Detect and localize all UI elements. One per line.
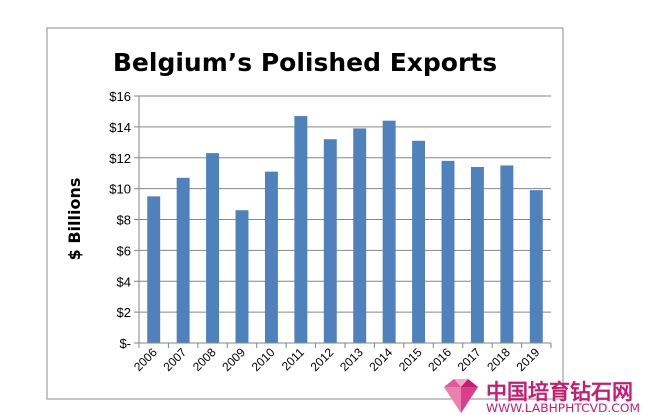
watermark: 中国培育钻石网 WWW.LABHPHTCVD.COM: [444, 379, 640, 415]
bar-2012: [323, 139, 337, 343]
y-tick-label: $2: [117, 305, 131, 320]
y-tick-label: $-: [119, 336, 131, 351]
watermark-url: WWW.LABHPHTCVD.COM: [486, 401, 640, 415]
y-tick-label: $16: [109, 89, 131, 104]
bar-2016: [441, 160, 455, 343]
y-tick-label: $4: [117, 274, 131, 289]
y-axis-ticks: $- $2 $4 $6 $8 $10 $12 $14 $16: [109, 89, 139, 351]
y-tick-label: $12: [109, 151, 131, 166]
bars: [147, 116, 543, 343]
bar-2015: [412, 140, 426, 343]
bar-2007: [176, 177, 190, 343]
bar-2014: [382, 120, 396, 343]
bar-2008: [206, 153, 220, 343]
bar-2019: [529, 190, 543, 343]
y-tick-label: $14: [109, 120, 131, 135]
chart-title: Belgium’s Polished Exports: [113, 48, 497, 77]
y-tick-label: $8: [117, 213, 131, 228]
bar-2010: [264, 171, 278, 343]
y-tick-label: $10: [109, 182, 131, 197]
y-axis-label: $ Billions: [65, 178, 84, 261]
bar-2018: [500, 165, 514, 343]
diamond-logo-icon: [444, 379, 478, 413]
bar-2009: [235, 210, 249, 343]
bar-2017: [470, 167, 484, 343]
bar-2013: [353, 128, 367, 343]
bar-2006: [147, 196, 161, 343]
y-tick-label: $6: [117, 243, 131, 258]
bar-2011: [294, 116, 308, 343]
watermark-chinese: 中国培育钻石网: [486, 380, 633, 404]
